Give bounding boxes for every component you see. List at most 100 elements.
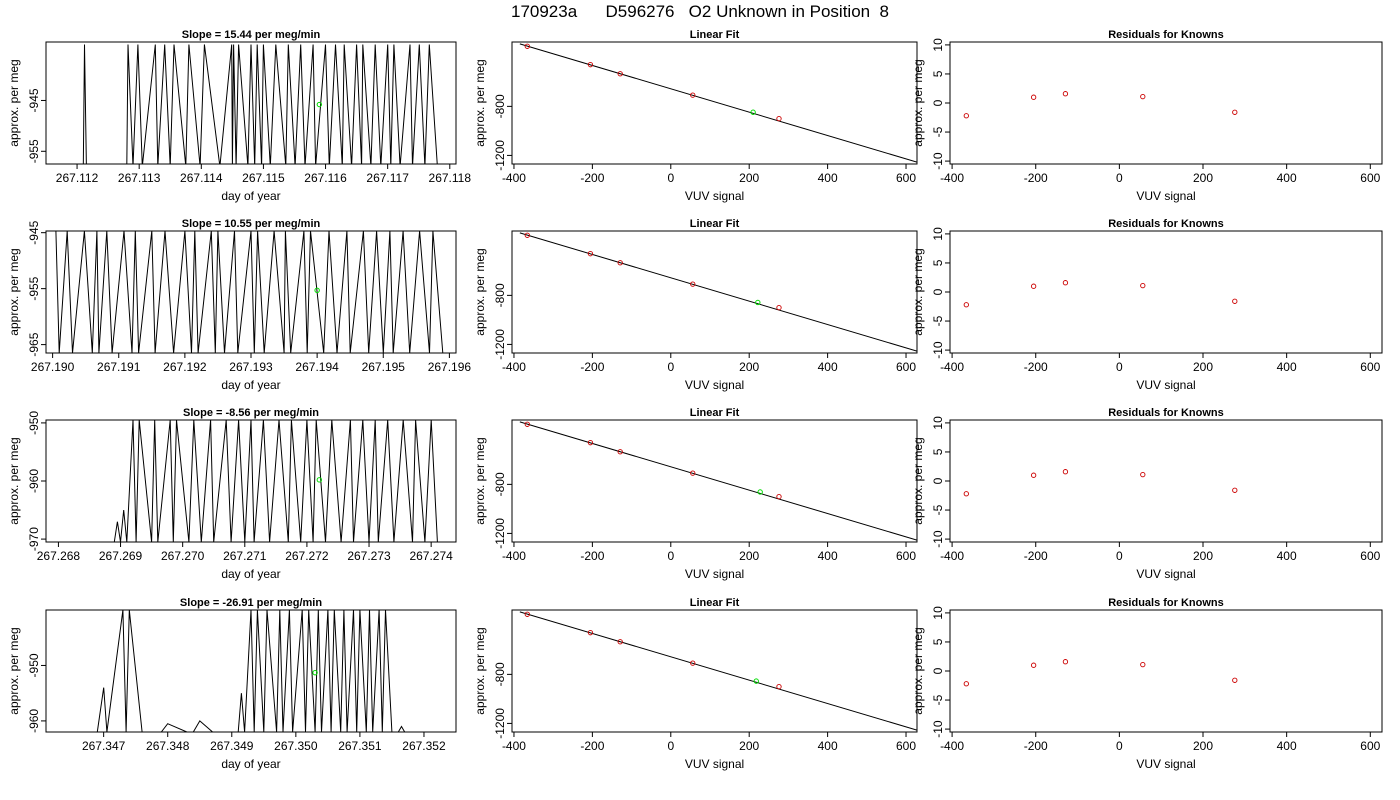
plot-frame xyxy=(949,609,1383,733)
y-axis-label: approx. per meg xyxy=(911,437,925,524)
x-tick-label: 267.114 xyxy=(180,171,223,185)
y-tick-label: -970 xyxy=(27,527,41,551)
x-tick-label: 267.118 xyxy=(429,171,472,185)
unknown-point xyxy=(755,299,761,306)
panel-3 xyxy=(949,41,1383,165)
y-tick-label: -10 xyxy=(931,341,945,359)
x-axis-label: VUV signal xyxy=(1136,567,1195,581)
x-tick-label: 267.274 xyxy=(409,549,453,563)
y-tick-label: -5 xyxy=(931,694,945,705)
residual-point xyxy=(1140,661,1146,668)
x-tick-label: 400 xyxy=(1277,739,1297,753)
y-axis-label: approx. per meg xyxy=(473,437,487,524)
plot-frame xyxy=(511,41,918,165)
x-tick-label: 600 xyxy=(1360,171,1380,185)
y-tick-label: -955 xyxy=(27,139,41,163)
known-point xyxy=(617,639,623,645)
known-point xyxy=(524,43,530,49)
x-tick-label: 0 xyxy=(1116,171,1123,185)
data-layer xyxy=(46,420,438,542)
panel-4 xyxy=(45,230,457,354)
y-tick-label: 5 xyxy=(931,259,945,266)
unknown-point xyxy=(316,477,323,483)
panel-2 xyxy=(511,41,918,165)
x-axis-label: day of year xyxy=(221,378,280,392)
y-tick-label: -950 xyxy=(27,653,41,677)
data-layer xyxy=(519,43,917,163)
x-tick-label: 267.193 xyxy=(229,360,273,374)
series-line xyxy=(46,420,438,542)
y-tick-label: -960 xyxy=(27,709,41,733)
panel-title: Linear Fit xyxy=(690,597,740,609)
x-tick-label: 0 xyxy=(667,739,674,753)
series-line xyxy=(55,231,444,353)
figure-title: 170923a D596276 O2 Unknown in Position 8 xyxy=(510,2,890,21)
y-tick-label: 5 xyxy=(931,638,945,645)
x-tick-label: 267.192 xyxy=(163,360,207,374)
unknown-point xyxy=(312,669,318,676)
residual-point xyxy=(1030,283,1037,289)
x-tick-label: 400 xyxy=(1277,360,1297,374)
y-tick-label: -800 xyxy=(493,472,507,496)
data-layer xyxy=(963,280,1238,308)
x-tick-label: 267.270 xyxy=(161,549,205,563)
x-tick-label: 267.349 xyxy=(210,739,254,753)
x-tick-label: 267.113 xyxy=(118,171,161,185)
data-layer xyxy=(519,421,917,541)
x-tick-label: 400 xyxy=(818,739,838,753)
known-point xyxy=(587,251,594,257)
x-tick-label: 267.269 xyxy=(99,549,143,563)
y-tick-label: -5 xyxy=(931,126,945,137)
x-axis-label: VUV signal xyxy=(685,189,744,203)
x-tick-label: 0 xyxy=(1116,360,1123,374)
x-axis-label: VUV signal xyxy=(685,757,744,771)
x-tick-label: 267.116 xyxy=(304,171,347,185)
x-tick-label: 0 xyxy=(1116,739,1123,753)
y-tick-label: 10 xyxy=(931,38,945,52)
y-axis-label: approx. per meg xyxy=(7,248,21,335)
y-axis-label: approx. per meg xyxy=(473,627,487,714)
x-axis-label: VUV signal xyxy=(685,378,744,392)
y-tick-label: -960 xyxy=(27,469,41,493)
fit-line xyxy=(519,43,917,163)
plot-frame xyxy=(949,41,1383,165)
panel-title: Slope = -8.56 per meg/min xyxy=(183,407,319,419)
x-tick-label: -400 xyxy=(940,549,964,563)
residual-point xyxy=(963,681,969,687)
y-tick-label: -800 xyxy=(493,662,507,686)
x-axis-label: VUV signal xyxy=(685,567,744,581)
residual-point xyxy=(1062,91,1069,97)
x-tick-label: -400 xyxy=(940,171,964,185)
fit-line xyxy=(519,232,917,352)
fit-line xyxy=(519,421,917,541)
residual-point xyxy=(963,302,969,308)
y-tick-label: -10 xyxy=(931,152,945,170)
panel-title: Linear Fit xyxy=(690,407,740,419)
panel-title: Residuals for Knowns xyxy=(1108,29,1224,41)
x-tick-label: 600 xyxy=(1360,549,1380,563)
unknown-point xyxy=(753,678,759,684)
residual-point xyxy=(1062,280,1069,286)
residual-point xyxy=(1232,298,1238,304)
x-tick-label: 267.351 xyxy=(338,739,382,753)
series-line xyxy=(82,44,438,164)
known-point xyxy=(524,421,530,427)
known-point xyxy=(587,440,594,446)
x-tick-label: 0 xyxy=(667,360,674,374)
known-point xyxy=(617,260,623,266)
known-point xyxy=(587,630,594,636)
panel-title: Residuals for Knowns xyxy=(1108,407,1224,419)
x-tick-label: 200 xyxy=(739,739,759,753)
y-axis-label: approx. per meg xyxy=(7,437,21,524)
x-tick-label: 600 xyxy=(1360,739,1380,753)
known-point xyxy=(690,660,696,666)
x-axis-label: day of year xyxy=(221,189,280,203)
x-tick-label: -200 xyxy=(1024,739,1048,753)
panel-title: Slope = 10.55 per meg/min xyxy=(182,218,321,230)
y-axis-label: approx. per meg xyxy=(911,627,925,714)
plot-frame xyxy=(511,419,918,543)
x-tick-label: 0 xyxy=(667,549,674,563)
y-tick-label: 0 xyxy=(931,477,945,484)
y-tick-label: -945 xyxy=(27,88,41,112)
